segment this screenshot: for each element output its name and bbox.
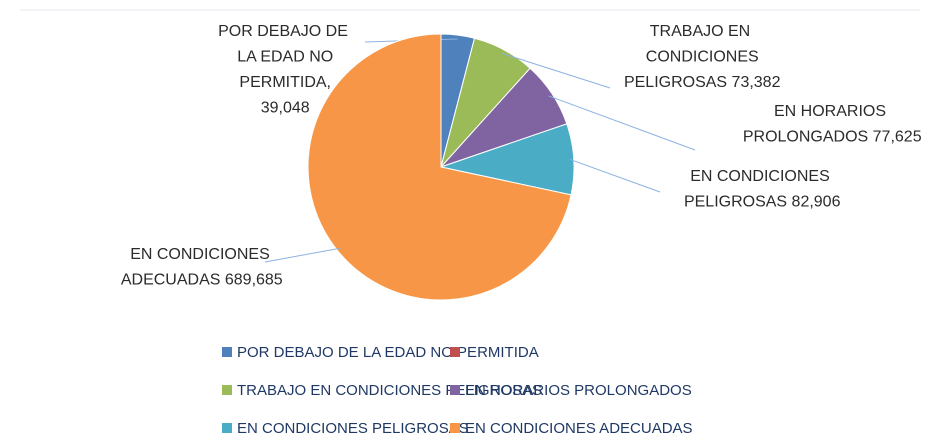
legend-label: EN CONDICIONES ADECUADAS: [465, 420, 693, 437]
data-label: POR DEBAJO DE LA EDAD NO PERMITIDA, 39,0…: [218, 23, 348, 117]
data-label: TRABAJO EN CONDICIONES PELIGROSAS 73,382: [620, 23, 781, 91]
legend-swatch: [450, 347, 460, 357]
label-line: PERMITIDA,: [235, 74, 331, 91]
label-line: TRABAJO EN: [650, 23, 750, 40]
legend-swatch: [450, 423, 460, 433]
label-line: ADECUADAS 689,685: [117, 272, 283, 289]
legend-swatch: [222, 347, 232, 357]
label-line: PELIGROSAS 82,906: [680, 194, 841, 211]
label-line: 39,048: [256, 100, 309, 117]
leader-line: [264, 247, 341, 263]
data-label: EN CONDICIONES ADECUADAS 689,685: [117, 246, 283, 289]
label-line: POR DEBAJO DE: [218, 23, 348, 40]
legend-swatch: [222, 385, 232, 395]
data-label: EN CONDICIONES PELIGROSAS 82,906: [680, 168, 841, 211]
legend-swatch: [222, 423, 232, 433]
leader-line: [502, 52, 611, 89]
label-line: PELIGROSAS 73,382: [620, 74, 781, 91]
leader-line: [569, 158, 661, 193]
leader-line: [548, 95, 696, 151]
label-line: PROLONGADOS 77,625: [738, 129, 921, 146]
label-line: EN HORARIOS: [774, 103, 886, 120]
legend-label: EN HORARIOS PROLONGADOS: [465, 382, 692, 399]
label-line: LA EDAD NO: [233, 49, 333, 66]
legend-label: TRABAJO EN CONDICIONES PELIGROSAS: [237, 382, 542, 399]
legend-label: EN CONDICIONES PELIGROSAS: [237, 420, 469, 437]
pie-slice: [307, 33, 572, 301]
label-line: EN CONDICIONES: [690, 168, 830, 185]
label-line: EN CONDICIONES: [130, 246, 270, 263]
data-label: EN HORARIOS PROLONGADOS 77,625: [738, 103, 921, 146]
label-line: CONDICIONES: [641, 49, 758, 66]
legend-swatch: [450, 385, 460, 395]
legend-label: POR DEBAJO DE LA EDAD NO PERMITIDA: [237, 344, 539, 361]
